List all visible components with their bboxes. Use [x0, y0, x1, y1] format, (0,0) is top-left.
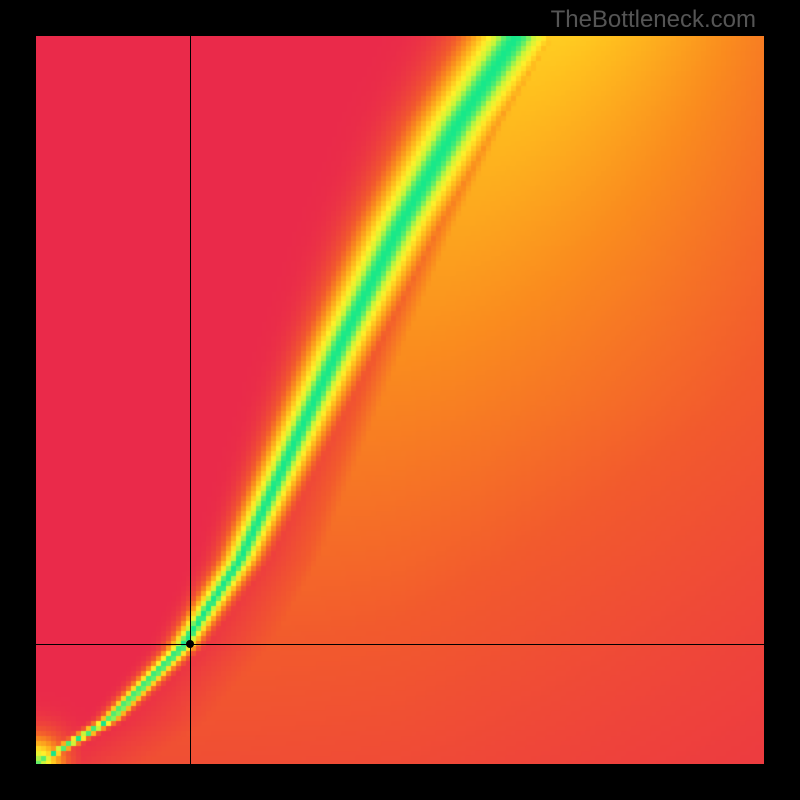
crosshair-vertical	[190, 36, 191, 764]
heatmap-plot	[36, 36, 764, 764]
crosshair-horizontal	[36, 644, 764, 645]
chart-frame: TheBottleneck.com	[0, 0, 800, 800]
crosshair-point	[186, 640, 194, 648]
watermark-text: TheBottleneck.com	[551, 6, 756, 34]
heatmap-canvas	[36, 36, 764, 764]
